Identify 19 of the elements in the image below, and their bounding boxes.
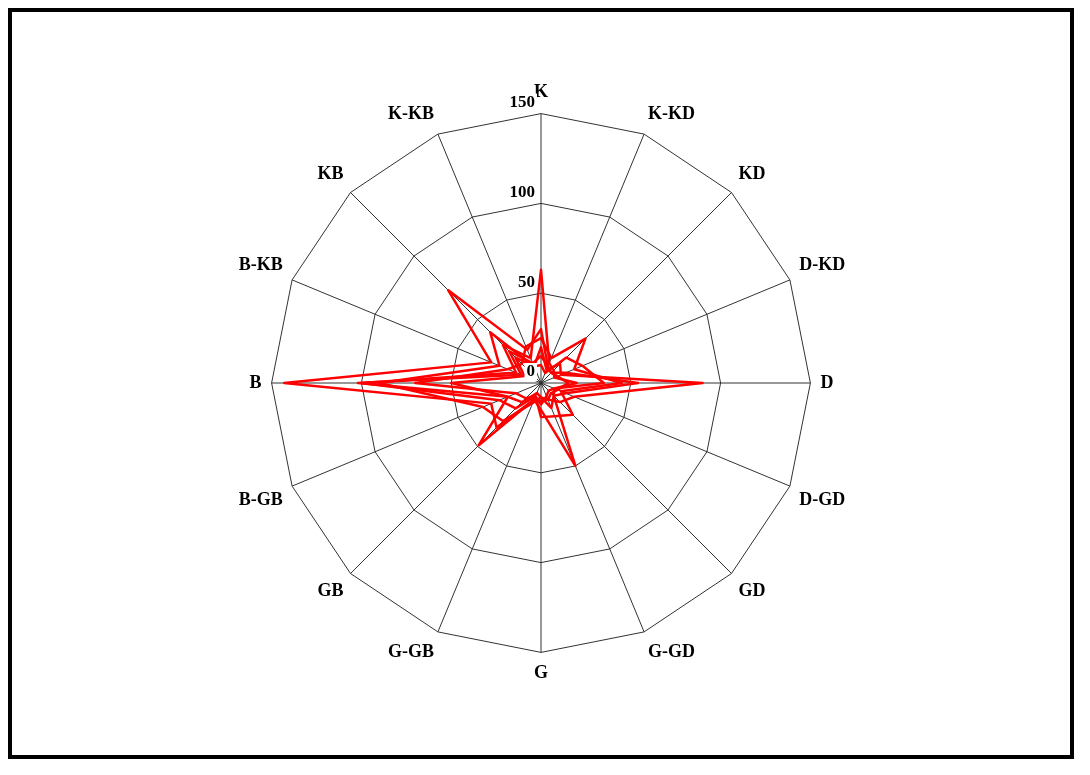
y-tick-label: 100 (509, 181, 535, 201)
spoke-label: G-GB (388, 640, 435, 661)
spoke-label: G (533, 661, 549, 682)
spoke-label: GD (738, 580, 766, 601)
y-tick-label: 0 (526, 361, 535, 381)
y-tick-label: 50 (518, 271, 535, 291)
spoke-label: K-KB (388, 102, 435, 123)
spoke-label: B-KB (238, 253, 283, 274)
spoke-label: G-GD (647, 640, 695, 661)
spoke-label: GB (317, 580, 344, 601)
spoke-label: D-GD (799, 489, 846, 510)
y-tick-label: 150 (509, 91, 535, 111)
spoke-label: B (249, 371, 262, 392)
spoke-label: D (820, 371, 834, 392)
spoke-label: B-GB (238, 489, 283, 510)
spoke-label: D-KD (799, 253, 846, 274)
spoke-label: K-KD (647, 102, 695, 123)
spoke-label: KD (738, 163, 766, 184)
spoke-label: KB (317, 163, 344, 184)
